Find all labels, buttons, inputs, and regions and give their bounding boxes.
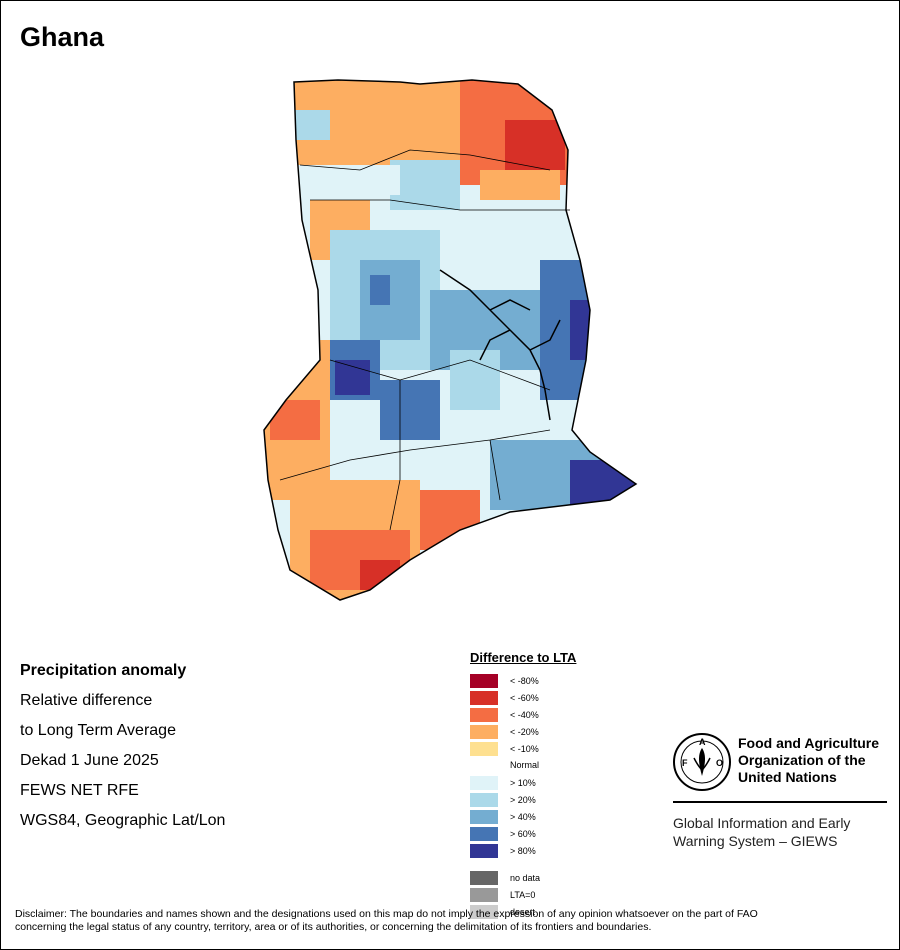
legend-item: < -80%	[470, 672, 670, 689]
legend-item: > 20%	[470, 791, 670, 808]
info-line: to Long Term Average	[20, 722, 176, 739]
system-name-line: Warning System – GIEWS	[673, 833, 838, 849]
legend-swatch	[470, 775, 498, 790]
legend-swatch	[470, 826, 498, 841]
legend-item: > 10%	[470, 774, 670, 791]
legend-item: > 60%	[470, 825, 670, 842]
system-name-line: Global Information and Early	[673, 815, 851, 831]
legend-swatch	[470, 904, 498, 919]
legend-label: > 20%	[510, 794, 536, 805]
divider	[673, 801, 887, 803]
legend-label: > 80%	[510, 845, 536, 856]
legend-normal-label: Normal	[510, 760, 540, 770]
legend-swatch	[470, 792, 498, 807]
legend-item: > 40%	[470, 808, 670, 825]
disclaimer-line: concerning the legal status of any count…	[15, 921, 652, 933]
info-source: FEWS NET RFE	[20, 782, 139, 799]
organization-name: Food and Agriculture Organization of the…	[738, 735, 879, 786]
legend-swatch	[470, 707, 498, 722]
info-date: Dekad 1 June 2025	[20, 752, 159, 769]
legend-label: > 60%	[510, 828, 536, 839]
legend-item: desert	[470, 903, 670, 920]
svg-text:A: A	[699, 737, 706, 747]
legend-label: < -20%	[510, 726, 539, 737]
legend-swatch	[470, 673, 498, 688]
legend-swatch	[470, 887, 498, 902]
org-name-line: Food and Agriculture	[738, 735, 880, 751]
country-border	[263, 79, 638, 601]
legend-item: < -10%	[470, 740, 670, 757]
disclaimer: Disclaimer: The boundaries and names sho…	[15, 908, 885, 934]
legend-label: < -80%	[510, 675, 539, 686]
legend-swatch	[470, 741, 498, 756]
legend-item: > 80%	[470, 842, 670, 859]
legend-label: < -40%	[510, 709, 539, 720]
legend-label: > 40%	[510, 811, 536, 822]
system-name: Global Information and Early Warning Sys…	[673, 814, 850, 850]
legend-label: no data	[510, 872, 541, 883]
lake-volta	[439, 269, 561, 421]
legend-label: desert	[510, 906, 536, 917]
map-info: Precipitation anomaly Relative differenc…	[20, 656, 225, 836]
legend-label: > 10%	[510, 777, 536, 788]
info-line: Relative difference	[20, 692, 153, 709]
svg-text:O: O	[716, 758, 723, 768]
legend-title: Difference to LTA	[470, 650, 577, 665]
fao-logo: F O A	[673, 733, 731, 791]
legend-swatch	[470, 843, 498, 858]
org-name-line: Organization of the	[738, 752, 866, 768]
legend-label: LTA=0	[510, 889, 536, 900]
legend-item: < -60%	[470, 689, 670, 706]
legend-item: < -20%	[470, 723, 670, 740]
map-title: Ghana	[20, 22, 105, 52]
legend-swatch	[470, 690, 498, 705]
legend-swatch	[470, 870, 498, 885]
info-heading: Precipitation anomaly	[20, 662, 187, 679]
legend-swatch	[470, 724, 498, 739]
info-projection: WGS84, Geographic Lat/Lon	[20, 812, 226, 829]
legend-label: < -60%	[510, 692, 539, 703]
legend-swatch	[470, 809, 498, 824]
legend-item: LTA=0	[470, 886, 670, 903]
precipitation-anomaly-map	[263, 79, 638, 601]
legend-item: < -40%	[470, 706, 670, 723]
region-boundaries	[279, 149, 570, 531]
disclaimer-line: Disclaimer: The boundaries and names sho…	[15, 908, 758, 920]
map-legend: Difference to LTA < -80% < -60% < -40% < -2…	[470, 650, 670, 920]
svg-text:F: F	[682, 758, 688, 768]
legend-label: < -10%	[510, 743, 539, 754]
org-name-line: United Nations	[738, 769, 837, 785]
legend-item: no data	[470, 869, 670, 886]
